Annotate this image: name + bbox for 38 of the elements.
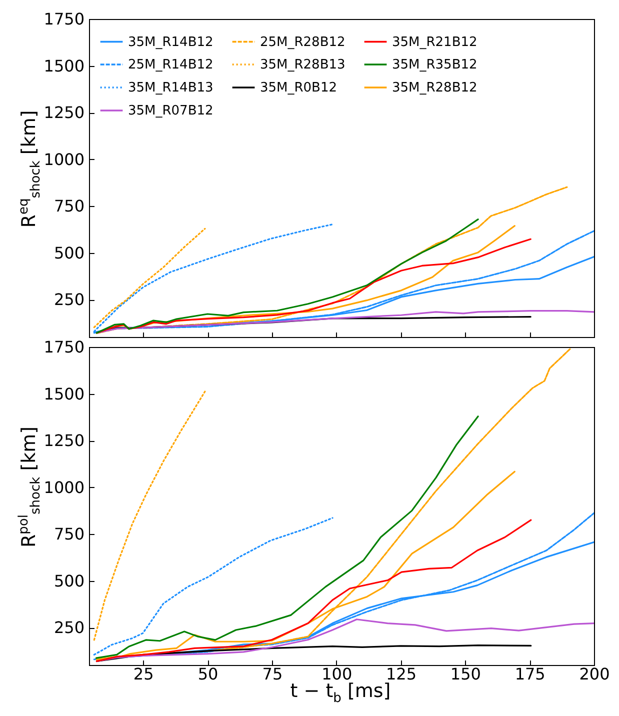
y-tick-label: 1750 xyxy=(44,10,84,28)
line-series xyxy=(95,416,479,659)
y-tick-label: 250 xyxy=(54,290,84,310)
y-tick-label: 1250 xyxy=(44,431,84,450)
legend-label: 25M_R14B12 xyxy=(128,58,214,72)
y-tick-label: 1500 xyxy=(44,384,84,404)
legend-label: 35M_R28B13 xyxy=(260,58,346,72)
y-tick-label: 500 xyxy=(54,571,84,590)
y-tick-label: 1250 xyxy=(44,103,84,122)
y-tick-label: 250 xyxy=(54,618,84,638)
legend-label: 35M_R21B12 xyxy=(392,34,478,50)
line-series xyxy=(96,310,594,334)
x-tick-label: 200 xyxy=(579,664,610,684)
line-series xyxy=(96,644,532,662)
legend-label: 35M_R0B12 xyxy=(260,80,338,96)
x-tick-label: 150 xyxy=(450,664,481,684)
line-series xyxy=(96,519,532,662)
y-tick-label: 1000 xyxy=(44,150,84,169)
y-tick-label: 1000 xyxy=(44,478,84,497)
legend-label: 35M_R07B12 xyxy=(128,104,214,118)
y-tick-label: 1500 xyxy=(44,56,84,76)
line-series xyxy=(93,517,334,656)
x-tick-label: 75 xyxy=(262,664,283,684)
legend-label: 25M_R28B12 xyxy=(260,34,346,50)
legend-label: 35M_R14B12 xyxy=(128,34,214,50)
x-tick-label: 50 xyxy=(198,664,218,684)
legend-label: 35M_R14B13 xyxy=(128,80,214,96)
y-tick-label: 500 xyxy=(54,243,84,262)
legend-label: 35M_R35B12 xyxy=(392,58,478,72)
line-series xyxy=(93,390,206,641)
line-series xyxy=(93,228,206,328)
y-tick-label: 1750 xyxy=(44,338,84,356)
y-tick-label: 750 xyxy=(54,524,84,544)
x-tick-label: 25 xyxy=(133,664,154,684)
x-tick-label: 175 xyxy=(514,664,546,684)
line-series xyxy=(96,618,594,662)
legend-label: 35M_R28B12 xyxy=(392,80,478,96)
y-tick-label: 750 xyxy=(54,196,84,216)
